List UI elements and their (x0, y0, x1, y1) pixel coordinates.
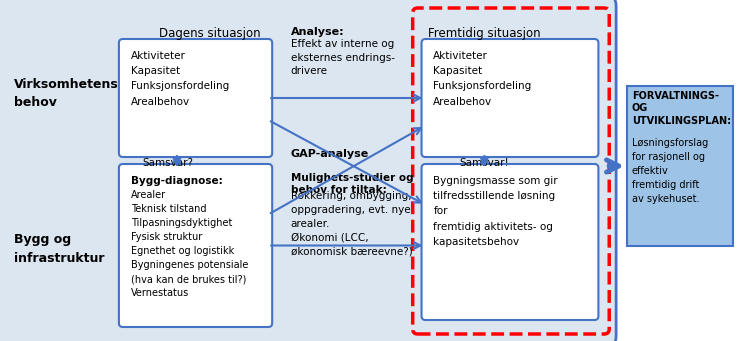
Text: Aktiviteter
Kapasitet
Funksjonsfordeling
Arealbehov: Aktiviteter Kapasitet Funksjonsfordeling… (130, 51, 229, 107)
Text: Analyse:: Analyse: (291, 27, 345, 37)
FancyBboxPatch shape (421, 164, 599, 320)
Text: Arealer
Teknisk tilstand
Tilpasningsdyktighet
Fysisk struktur
Egnethet og logist: Arealer Teknisk tilstand Tilpasningsdykt… (130, 190, 248, 298)
Text: Bygningsmasse som gir
tilfredsstillende løsning
for
fremtidig aktivitets- og
kap: Bygningsmasse som gir tilfredsstillende … (434, 176, 558, 247)
FancyBboxPatch shape (627, 86, 733, 246)
Text: Rokkering, ombygging,
oppgradering, evt. nye
arealer.
Økonomi (LCC,
økonomisk bæ: Rokkering, ombygging, oppgradering, evt.… (291, 191, 412, 257)
Text: GAP-analyse: GAP-analyse (291, 149, 369, 159)
Text: Effekt av interne og
eksternes endrings-
drivere: Effekt av interne og eksternes endrings-… (291, 39, 395, 76)
Text: Bygg-diagnose:: Bygg-diagnose: (130, 176, 222, 186)
Text: Samsvar?: Samsvar? (143, 158, 194, 168)
Text: Dagens situasjon: Dagens situasjon (159, 27, 261, 40)
Text: Løsningsforslag
for rasjonell og
effektiv
fremtidig drift
av sykehuset.: Løsningsforslag for rasjonell og effekti… (632, 138, 708, 204)
Text: Aktiviteter
Kapasitet
Funksjonsfordeling
Arealbehov: Aktiviteter Kapasitet Funksjonsfordeling… (434, 51, 532, 107)
Text: Mulighets-studier og
behov for tiltak:: Mulighets-studier og behov for tiltak: (291, 173, 413, 195)
Text: Virksomhetens
behov: Virksomhetens behov (14, 77, 118, 108)
FancyBboxPatch shape (119, 164, 272, 327)
Text: FORVALTNINGS-
OG
UTVIKLINGSPLAN:: FORVALTNINGS- OG UTVIKLINGSPLAN: (632, 91, 731, 126)
Text: Bygg og
infrastruktur: Bygg og infrastruktur (14, 234, 104, 265)
FancyBboxPatch shape (119, 39, 272, 157)
FancyBboxPatch shape (0, 0, 616, 341)
Text: Fremtidig situasjon: Fremtidig situasjon (428, 27, 541, 40)
FancyBboxPatch shape (421, 39, 599, 157)
Text: Samsvar!: Samsvar! (460, 158, 510, 168)
